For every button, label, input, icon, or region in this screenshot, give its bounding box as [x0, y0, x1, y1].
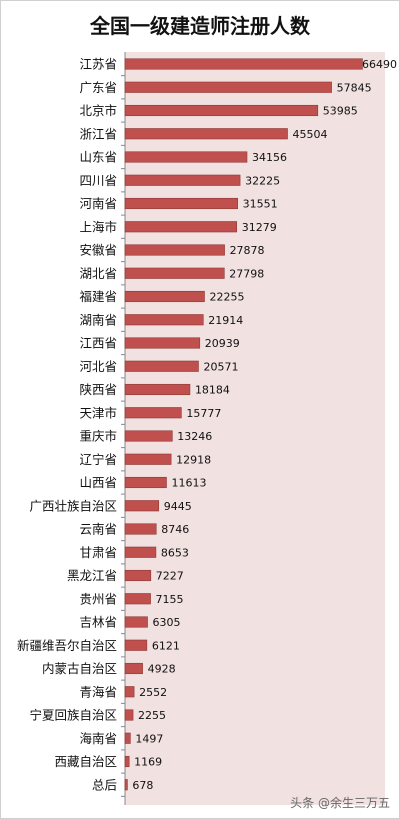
value-label: 22255	[209, 291, 244, 304]
bar	[124, 686, 135, 698]
bar	[124, 221, 238, 233]
bar	[124, 569, 152, 582]
value-label: 31551	[243, 198, 278, 211]
category-label: 山东省	[79, 150, 117, 165]
category-label: 天津市	[79, 405, 117, 420]
bar	[124, 407, 182, 419]
value-label: 27798	[229, 267, 264, 280]
bar	[124, 593, 151, 605]
value-label: 1169	[134, 756, 162, 769]
category-label: 重庆市	[79, 429, 117, 444]
category-label: 湖南省	[79, 312, 117, 327]
category-label: 浙江省	[79, 126, 117, 141]
bar	[124, 639, 148, 651]
category-label: 新疆维吾尔自治区	[17, 638, 117, 653]
value-label: 15777	[186, 407, 221, 420]
category-label: 贵州省	[79, 591, 117, 606]
category-label: 宁夏回族自治区	[29, 708, 117, 723]
value-label: 53985	[323, 105, 358, 118]
bar	[124, 174, 241, 186]
category-label: 吉林省	[79, 615, 117, 630]
value-label: 1497	[135, 732, 163, 745]
value-label: 13246	[177, 430, 212, 443]
value-label: 66490	[362, 58, 397, 71]
value-label: 7227	[156, 570, 184, 583]
bar	[124, 616, 148, 628]
value-label: 21914	[208, 314, 243, 327]
value-label: 18184	[195, 384, 230, 397]
category-label: 福建省	[79, 289, 117, 304]
value-label: 8653	[161, 546, 189, 559]
category-label: 广西壮族自治区	[29, 498, 117, 513]
bar	[124, 430, 173, 442]
bar	[124, 360, 199, 372]
category-label: 黑龙江省	[67, 568, 117, 583]
bar	[124, 128, 288, 140]
bar	[124, 244, 225, 256]
category-label: 安徽省	[79, 243, 117, 258]
value-label: 20939	[205, 337, 240, 350]
value-label: 2255	[138, 709, 166, 722]
bar	[124, 662, 143, 675]
category-label: 河南省	[79, 196, 117, 211]
category-label: 西藏自治区	[54, 754, 117, 769]
category-label: 上海市	[79, 219, 117, 234]
value-label: 34156	[252, 151, 287, 164]
value-label: 9445	[164, 500, 192, 513]
category-label: 湖北省	[79, 266, 117, 281]
value-label: 32225	[245, 174, 280, 187]
category-label: 河北省	[79, 359, 117, 374]
category-label: 广东省	[79, 80, 117, 95]
category-label: 陕西省	[79, 382, 117, 397]
bar	[124, 104, 319, 117]
category-label: 云南省	[79, 522, 117, 537]
bar	[124, 709, 134, 721]
value-label: 6305	[153, 616, 181, 629]
category-label: 北京市	[79, 103, 117, 118]
value-label: 45504	[293, 128, 328, 141]
value-label: 7155	[156, 593, 184, 606]
bar	[124, 500, 160, 512]
bar	[124, 197, 238, 210]
bar	[124, 337, 201, 349]
category-label: 山西省	[79, 475, 117, 490]
category-label: 总后	[92, 777, 117, 792]
category-label: 辽宁省	[79, 452, 117, 467]
value-label: 6121	[152, 639, 180, 652]
bar	[124, 383, 191, 396]
bar	[124, 779, 128, 791]
bar	[124, 267, 225, 279]
bar	[124, 314, 204, 326]
value-label: 31279	[242, 221, 277, 234]
value-label: 8746	[161, 523, 189, 536]
value-label: 57845	[337, 81, 372, 94]
category-label: 海南省	[79, 731, 117, 746]
value-label: 20571	[203, 360, 238, 373]
category-label: 内蒙古自治区	[42, 661, 117, 676]
bar	[124, 523, 157, 535]
category-label: 四川省	[79, 173, 117, 188]
bar	[124, 476, 167, 489]
bar	[124, 290, 205, 303]
bar	[124, 58, 363, 70]
value-label: 11613	[171, 477, 206, 490]
bar	[124, 755, 130, 768]
value-label: 4928	[148, 663, 176, 676]
value-label: 27878	[230, 244, 265, 257]
category-label: 江苏省	[79, 57, 117, 72]
category-label: 青海省	[79, 684, 117, 699]
value-label: 12918	[176, 453, 211, 466]
bar	[124, 732, 131, 744]
bar	[124, 546, 157, 558]
watermark: 头条 @余生三万五	[290, 796, 390, 810]
category-label: 江西省	[79, 336, 117, 351]
category-label: 甘肃省	[79, 545, 117, 560]
value-label: 2552	[139, 686, 167, 699]
bar	[124, 453, 172, 465]
value-label: 678	[132, 779, 153, 792]
chart-title: 全国一级建造师注册人数	[90, 14, 310, 38]
bar	[124, 81, 332, 93]
bar	[124, 151, 248, 163]
